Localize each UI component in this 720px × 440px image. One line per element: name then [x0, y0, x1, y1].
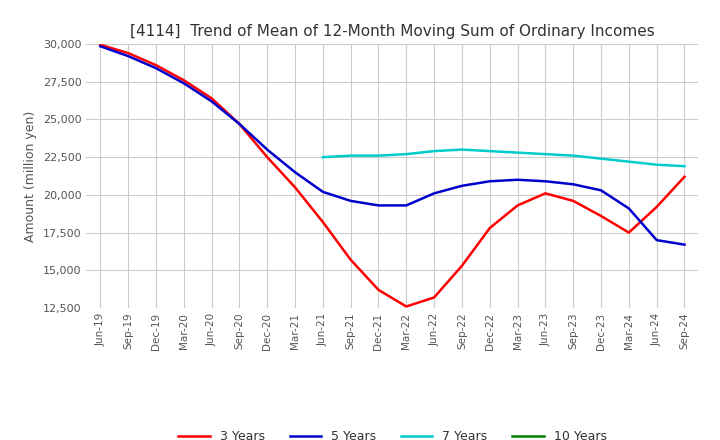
Line: 5 Years: 5 Years [100, 46, 685, 245]
7 Years [513, 150, 522, 155]
5 Years [179, 81, 188, 86]
7 Years [624, 159, 633, 164]
3 Years [485, 225, 494, 231]
3 Years [513, 203, 522, 208]
3 Years [597, 213, 606, 219]
5 Years [624, 206, 633, 211]
5 Years [458, 183, 467, 188]
5 Years [430, 191, 438, 196]
3 Years [541, 191, 550, 196]
7 Years [318, 154, 327, 160]
3 Years [624, 230, 633, 235]
7 Years [485, 148, 494, 154]
7 Years [402, 151, 410, 157]
5 Years [346, 198, 355, 204]
3 Years [263, 154, 271, 160]
5 Years [263, 147, 271, 152]
7 Years [374, 153, 383, 158]
3 Years [430, 295, 438, 300]
3 Years [152, 62, 161, 68]
3 Years [235, 121, 243, 127]
7 Years [541, 151, 550, 157]
7 Years [680, 164, 689, 169]
5 Years [485, 179, 494, 184]
Title: [4114]  Trend of Mean of 12-Month Moving Sum of Ordinary Incomes: [4114] Trend of Mean of 12-Month Moving … [130, 24, 654, 39]
Line: 7 Years: 7 Years [323, 150, 685, 166]
3 Years [346, 257, 355, 262]
3 Years [374, 287, 383, 293]
7 Years [346, 153, 355, 158]
3 Years [318, 220, 327, 225]
3 Years [291, 185, 300, 190]
5 Years [152, 66, 161, 71]
7 Years [430, 148, 438, 154]
5 Years [652, 238, 661, 243]
5 Years [374, 203, 383, 208]
3 Years [96, 42, 104, 48]
7 Years [597, 156, 606, 161]
5 Years [207, 99, 216, 104]
5 Years [124, 53, 132, 59]
5 Years [569, 182, 577, 187]
7 Years [458, 147, 467, 152]
Y-axis label: Amount (million yen): Amount (million yen) [24, 110, 37, 242]
3 Years [124, 51, 132, 56]
Legend: 3 Years, 5 Years, 7 Years, 10 Years: 3 Years, 5 Years, 7 Years, 10 Years [174, 425, 611, 440]
3 Years [402, 304, 410, 309]
3 Years [179, 77, 188, 83]
3 Years [207, 95, 216, 101]
Line: 3 Years: 3 Years [100, 45, 685, 307]
7 Years [652, 162, 661, 167]
3 Years [652, 204, 661, 209]
7 Years [569, 153, 577, 158]
5 Years [513, 177, 522, 183]
5 Years [318, 189, 327, 194]
5 Years [235, 121, 243, 127]
5 Years [96, 44, 104, 49]
5 Years [541, 179, 550, 184]
3 Years [569, 198, 577, 204]
5 Years [680, 242, 689, 247]
3 Years [680, 174, 689, 180]
3 Years [458, 263, 467, 268]
5 Years [597, 188, 606, 193]
5 Years [291, 169, 300, 175]
5 Years [402, 203, 410, 208]
